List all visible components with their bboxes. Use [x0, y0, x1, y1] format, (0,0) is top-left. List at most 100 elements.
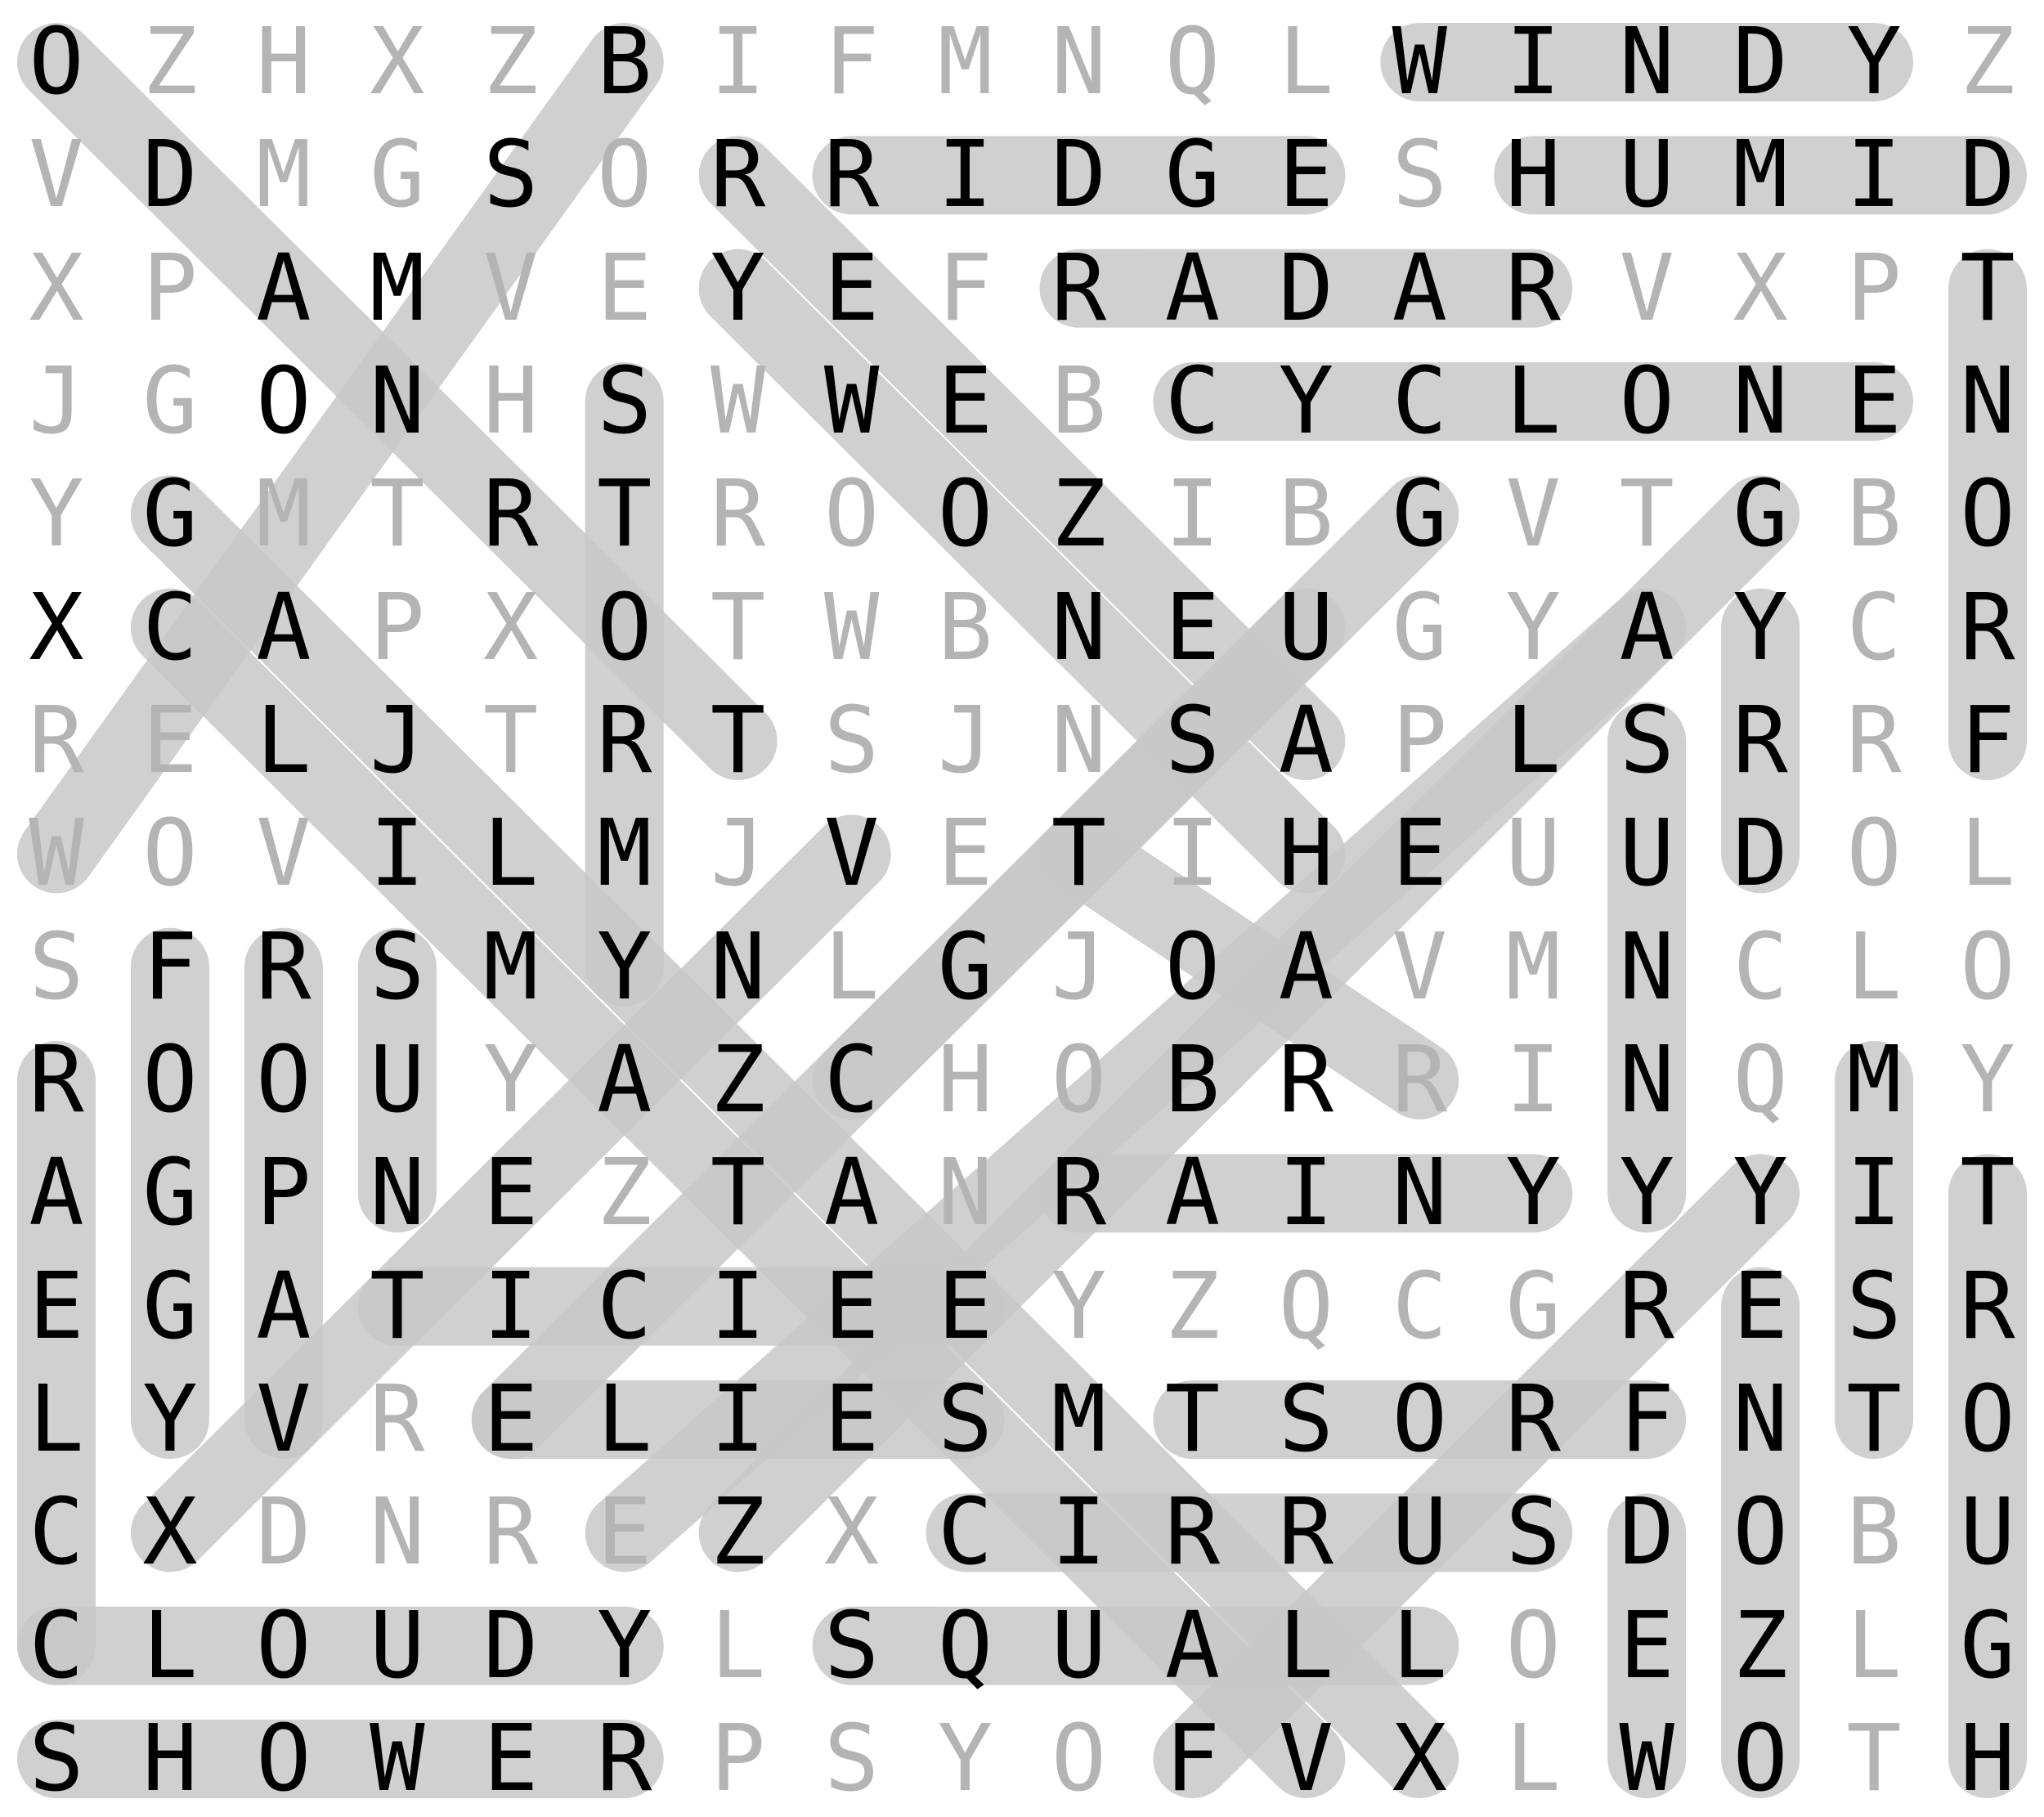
grid-cell-r0-c14[interactable]: N — [1619, 9, 1674, 115]
grid-cell-r5-c6[interactable]: T — [710, 574, 766, 681]
grid-cell-r4-c0[interactable]: Y — [29, 461, 84, 568]
grid-cell-r5-c12[interactable]: G — [1392, 574, 1447, 681]
grid-cell-r15-c14[interactable]: W — [1619, 1706, 1674, 1812]
grid-cell-r4-c1[interactable]: G — [142, 461, 198, 568]
grid-cell-r10-c1[interactable]: G — [142, 1140, 198, 1247]
grid-cell-r7-c11[interactable]: H — [1278, 801, 1334, 908]
grid-cell-r2-c3[interactable]: M — [370, 235, 425, 342]
grid-cell-r14-c16[interactable]: L — [1846, 1592, 1902, 1699]
grid-cell-r4-c10[interactable]: I — [1164, 461, 1221, 568]
grid-cell-r4-c3[interactable]: T — [370, 461, 425, 568]
grid-cell-r0-c0[interactable]: O — [29, 9, 84, 115]
grid-cell-r4-c2[interactable]: M — [256, 461, 312, 568]
grid-cell-r15-c1[interactable]: H — [142, 1706, 198, 1812]
grid-cell-r5-c9[interactable]: N — [1051, 574, 1107, 681]
grid-cell-r3-c8[interactable]: E — [937, 348, 993, 455]
grid-cell-r12-c17[interactable]: O — [1960, 1366, 2015, 1473]
grid-cell-r10-c13[interactable]: Y — [1505, 1140, 1561, 1247]
grid-cell-r6-c15[interactable]: R — [1732, 688, 1788, 794]
grid-cell-r5-c13[interactable]: Y — [1505, 574, 1561, 681]
grid-cell-r8-c10[interactable]: O — [1164, 913, 1221, 1021]
grid-cell-r1-c17[interactable]: D — [1960, 122, 2015, 229]
grid-cell-r5-c14[interactable]: A — [1619, 574, 1674, 681]
grid-cell-r10-c10[interactable]: A — [1164, 1140, 1221, 1247]
grid-cell-r8-c15[interactable]: C — [1732, 913, 1788, 1021]
grid-cell-r11-c15[interactable]: E — [1732, 1253, 1788, 1360]
grid-cell-r1-c9[interactable]: D — [1051, 122, 1107, 229]
grid-cell-r0-c3[interactable]: X — [370, 9, 425, 115]
grid-cell-r0-c5[interactable]: B — [596, 9, 652, 115]
grid-cell-r3-c16[interactable]: E — [1846, 348, 1902, 455]
grid-cell-r1-c5[interactable]: O — [596, 122, 652, 229]
grid-cell-r13-c12[interactable]: U — [1392, 1479, 1447, 1586]
grid-cell-r6-c7[interactable]: S — [823, 688, 880, 794]
grid-cell-r4-c9[interactable]: Z — [1051, 461, 1107, 568]
grid-cell-r2-c10[interactable]: A — [1164, 235, 1221, 342]
grid-cell-r1-c11[interactable]: E — [1278, 122, 1334, 229]
grid-cell-r14-c11[interactable]: L — [1278, 1592, 1334, 1699]
grid-cell-r13-c0[interactable]: C — [29, 1479, 84, 1586]
grid-cell-r6-c5[interactable]: R — [596, 688, 652, 794]
grid-cell-r14-c7[interactable]: S — [823, 1592, 880, 1699]
grid-cell-r9-c3[interactable]: U — [370, 1027, 425, 1133]
grid-cell-r3-c13[interactable]: L — [1505, 348, 1561, 455]
grid-cell-r8-c2[interactable]: R — [256, 913, 312, 1021]
grid-cell-r11-c5[interactable]: C — [596, 1253, 652, 1360]
grid-cell-r5-c16[interactable]: C — [1846, 574, 1902, 681]
grid-cell-r3-c7[interactable]: W — [823, 348, 880, 455]
grid-cell-r3-c17[interactable]: N — [1960, 348, 2015, 455]
grid-cell-r3-c2[interactable]: O — [256, 348, 312, 455]
grid-cell-r1-c12[interactable]: S — [1392, 122, 1447, 229]
grid-cell-r5-c3[interactable]: P — [370, 574, 425, 681]
grid-cell-r3-c9[interactable]: B — [1051, 348, 1107, 455]
grid-cell-r3-c14[interactable]: O — [1619, 348, 1674, 455]
grid-cell-r5-c10[interactable]: E — [1164, 574, 1221, 681]
grid-cell-r11-c11[interactable]: Q — [1278, 1253, 1334, 1360]
grid-cell-r9-c17[interactable]: Y — [1960, 1027, 2015, 1133]
grid-cell-r10-c2[interactable]: P — [256, 1140, 312, 1247]
grid-cell-r8-c5[interactable]: Y — [596, 913, 652, 1021]
grid-cell-r12-c0[interactable]: L — [29, 1366, 84, 1473]
grid-cell-r7-c1[interactable]: O — [142, 801, 198, 908]
grid-cell-r14-c1[interactable]: L — [142, 1592, 198, 1699]
grid-cell-r11-c17[interactable]: R — [1960, 1253, 2015, 1360]
grid-cell-r4-c15[interactable]: G — [1732, 461, 1788, 568]
grid-cell-r1-c3[interactable]: G — [370, 122, 425, 229]
grid-cell-r2-c11[interactable]: D — [1278, 235, 1334, 342]
grid-cell-r3-c12[interactable]: C — [1392, 348, 1447, 455]
grid-cell-r12-c2[interactable]: V — [256, 1366, 312, 1473]
grid-cell-r15-c11[interactable]: V — [1278, 1706, 1334, 1812]
grid-cell-r0-c7[interactable]: F — [823, 9, 880, 115]
grid-cell-r13-c15[interactable]: O — [1732, 1479, 1788, 1586]
grid-cell-r9-c16[interactable]: M — [1846, 1027, 1902, 1133]
grid-cell-r14-c0[interactable]: C — [29, 1592, 84, 1699]
grid-cell-r6-c16[interactable]: R — [1846, 688, 1902, 794]
grid-cell-r0-c4[interactable]: Z — [483, 9, 539, 115]
grid-cell-r7-c2[interactable]: V — [256, 801, 312, 908]
grid-cell-r12-c13[interactable]: R — [1505, 1366, 1561, 1473]
grid-cell-r12-c3[interactable]: R — [370, 1366, 425, 1473]
grid-cell-r6-c11[interactable]: A — [1278, 688, 1334, 794]
grid-cell-r5-c1[interactable]: C — [142, 574, 198, 681]
grid-cell-r13-c1[interactable]: X — [142, 1479, 198, 1586]
grid-cell-r0-c13[interactable]: I — [1505, 9, 1561, 115]
grid-cell-r2-c15[interactable]: X — [1732, 235, 1788, 342]
grid-cell-r10-c4[interactable]: E — [483, 1140, 539, 1247]
grid-cell-r15-c0[interactable]: S — [29, 1706, 84, 1812]
grid-cell-r13-c6[interactable]: Z — [710, 1479, 766, 1586]
grid-cell-r13-c3[interactable]: N — [370, 1479, 425, 1586]
grid-cell-r5-c11[interactable]: U — [1278, 574, 1334, 681]
grid-cell-r10-c5[interactable]: Z — [596, 1140, 652, 1247]
grid-cell-r13-c8[interactable]: C — [937, 1479, 993, 1586]
grid-cell-r10-c17[interactable]: T — [1960, 1140, 2015, 1247]
grid-cell-r11-c1[interactable]: G — [142, 1253, 198, 1360]
grid-cell-r2-c6[interactable]: Y — [710, 235, 766, 342]
grid-cell-r8-c4[interactable]: M — [483, 913, 539, 1021]
grid-cell-r9-c8[interactable]: H — [937, 1027, 993, 1133]
grid-cell-r11-c7[interactable]: E — [823, 1253, 880, 1360]
grid-cell-r12-c10[interactable]: T — [1164, 1366, 1221, 1473]
grid-cell-r10-c0[interactable]: A — [29, 1140, 84, 1247]
grid-cell-r9-c15[interactable]: Q — [1732, 1027, 1788, 1133]
grid-cell-r9-c1[interactable]: O — [142, 1027, 198, 1133]
grid-cell-r15-c13[interactable]: L — [1505, 1706, 1561, 1812]
